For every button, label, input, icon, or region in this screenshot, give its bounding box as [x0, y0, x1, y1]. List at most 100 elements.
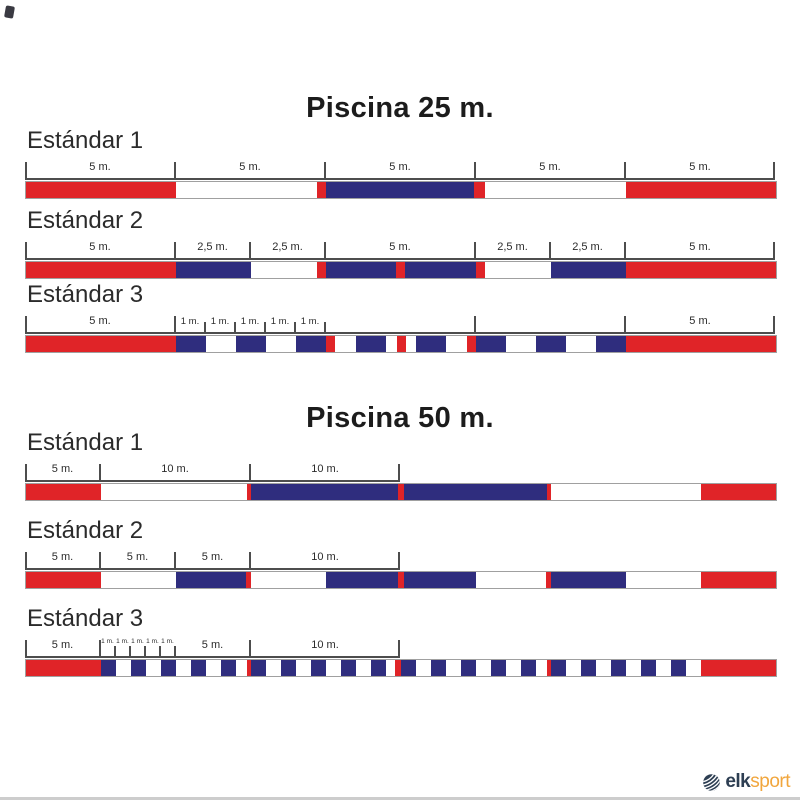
red-rope-segment — [546, 572, 551, 588]
blue-rope-segment — [326, 262, 397, 278]
ruler-tick — [324, 162, 326, 178]
blue-rope-segment — [281, 660, 296, 676]
red-rope-segment — [625, 262, 776, 278]
logo-text-sport: sport — [750, 771, 790, 792]
blue-rope-segment — [403, 572, 476, 588]
blue-rope-segment — [491, 660, 506, 676]
measure-label: 5 m. — [389, 161, 411, 173]
white-rope-segment — [566, 660, 581, 676]
measure-label: 5 m. — [126, 551, 149, 563]
blue-rope-segment — [371, 660, 386, 676]
ruler-tick — [249, 552, 251, 568]
standard-label: Estándar 2 — [27, 517, 144, 544]
red-rope-segment — [26, 262, 176, 278]
blue-rope-segment — [536, 336, 566, 352]
ruler-tick — [398, 464, 400, 480]
red-rope-segment — [396, 336, 406, 352]
white-rope-segment — [446, 660, 461, 676]
white-rope-segment — [356, 660, 371, 676]
measure-label: 5 m. — [201, 551, 224, 563]
white-rope-segment — [326, 660, 341, 676]
measure-label: 2,5 m. — [572, 241, 603, 253]
red-rope-segment — [246, 484, 251, 500]
white-rope-segment — [266, 660, 281, 676]
ruler-tick — [25, 162, 27, 178]
blue-rope-segment — [431, 660, 446, 676]
measure-label: 5 m. — [51, 639, 74, 651]
red-rope-segment — [317, 262, 326, 278]
lane-rope-bar — [25, 261, 777, 279]
white-rope-segment — [266, 336, 296, 352]
blue-rope-segment — [176, 262, 251, 278]
section-title-pool-50m: Piscina 50 m. — [306, 402, 494, 434]
blue-rope-segment — [356, 336, 386, 352]
blue-rope-segment — [671, 660, 686, 676]
white-rope-segment — [206, 336, 236, 352]
ruler-tick — [25, 464, 27, 480]
white-rope-segment — [506, 660, 521, 676]
red-rope-segment — [701, 660, 776, 676]
ruler-tick — [624, 162, 626, 178]
corner-artifact — [4, 5, 15, 19]
blue-rope-segment — [405, 262, 476, 278]
measure-label: 10 m. — [311, 463, 339, 475]
measure-ruler: 5 m. 5 m. 5 m. 10 m. — [25, 548, 400, 570]
white-rope-segment — [116, 660, 131, 676]
red-rope-segment — [26, 336, 176, 352]
red-rope-segment — [316, 182, 326, 198]
blue-rope-segment — [551, 660, 566, 676]
blue-rope-segment — [131, 660, 146, 676]
standard-row: Estándar 1 5 m. 10 m. 10 m. — [0, 429, 800, 505]
white-rope-segment — [251, 262, 317, 278]
ruler-tick — [624, 316, 626, 332]
ruler-tick — [25, 640, 27, 656]
white-rope-segment — [551, 484, 701, 500]
ruler-tick — [398, 640, 400, 656]
elksport-logo: elksport — [701, 771, 790, 793]
red-rope-segment — [546, 660, 551, 676]
red-rope-segment — [26, 660, 101, 676]
measure-ruler: 5 m. 1 m. 1 m. 1 m. 1 m. 1 m. 5 m. — [25, 312, 775, 334]
measure-label: 5 m. — [89, 161, 111, 173]
red-rope-segment — [475, 262, 485, 278]
standard-label: Estándar 2 — [27, 207, 144, 234]
measure-label: 5 m. — [389, 241, 411, 253]
white-rope-segment — [101, 484, 247, 500]
white-rope-segment — [176, 182, 317, 198]
white-rope-segment — [386, 336, 397, 352]
measure-label: 1 m. — [131, 638, 144, 645]
white-rope-segment — [146, 660, 161, 676]
measure-ruler: 5 m. 1 m. 1 m. 1 m. 1 m. 1 m. 5 m. 10 m. — [25, 636, 400, 658]
red-rope-segment — [26, 182, 176, 198]
measure-label: 5 m. — [89, 315, 111, 327]
white-rope-segment — [101, 572, 176, 588]
white-rope-segment — [176, 660, 191, 676]
measure-ruler: 5 m. 5 m. 5 m. 5 m. 5 m. — [25, 158, 775, 180]
ruler-tick — [773, 316, 775, 332]
ruler-tick — [549, 242, 551, 258]
red-rope-segment — [626, 336, 776, 352]
measure-label: 5 m. — [539, 161, 561, 173]
measure-label: 1 m. — [270, 316, 290, 327]
blue-rope-segment — [641, 660, 656, 676]
red-rope-segment — [246, 660, 251, 676]
white-rope-segment — [626, 660, 641, 676]
globe-icon — [701, 772, 722, 792]
standard-row: Estándar 3 5 m. 1 m. 1 m. 1 m. 1 m. 1 m. 5 m. — [0, 281, 800, 357]
white-rope-segment — [335, 336, 356, 352]
ruler-tick — [324, 322, 326, 332]
lane-rope-bar — [25, 483, 777, 501]
blue-rope-segment — [251, 660, 266, 676]
ruler-tick — [174, 162, 176, 178]
measure-label: 5 m. — [51, 463, 74, 475]
blue-rope-segment — [101, 660, 116, 676]
white-rope-segment — [236, 660, 247, 676]
blue-rope-segment — [341, 660, 356, 676]
white-rope-segment — [475, 572, 547, 588]
ruler-tick — [25, 242, 27, 258]
white-rope-segment — [206, 660, 221, 676]
red-rope-segment — [398, 484, 404, 500]
measure-label: 2,5 m. — [497, 241, 528, 253]
blue-rope-segment — [550, 262, 626, 278]
